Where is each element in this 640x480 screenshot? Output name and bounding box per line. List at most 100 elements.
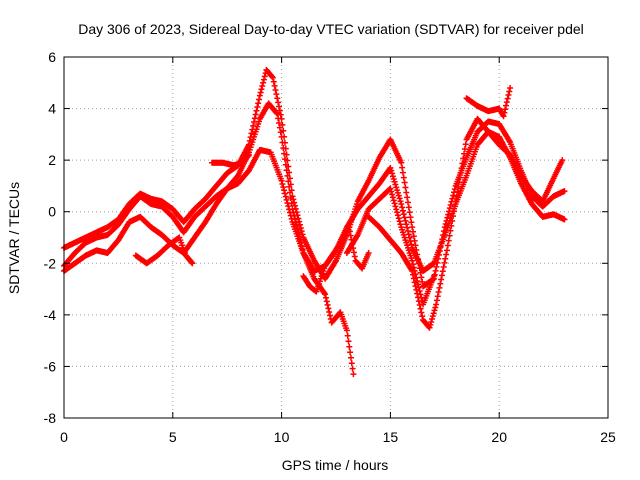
data-point (397, 198, 404, 205)
data-point (404, 227, 411, 234)
data-point (417, 305, 424, 312)
data-point (393, 206, 400, 213)
data-point (438, 272, 445, 279)
data-point (453, 193, 460, 200)
data-point (275, 99, 282, 106)
data-point (409, 228, 416, 235)
data-point (326, 308, 333, 315)
data-point (298, 243, 305, 250)
data-point (436, 284, 443, 291)
data-point (245, 152, 252, 159)
x-tick-label: 10 (274, 429, 290, 445)
data-point (390, 175, 397, 182)
data-point (394, 209, 401, 216)
data-point (258, 86, 265, 93)
data-point (346, 224, 353, 231)
data-point (444, 242, 451, 249)
data-point (253, 107, 260, 114)
data-point (343, 327, 350, 334)
data-point (273, 109, 280, 116)
data-point (403, 189, 410, 196)
data-point (396, 218, 403, 225)
data-point (392, 181, 399, 188)
data-point (259, 83, 266, 90)
data-point (324, 301, 331, 308)
data-point (256, 96, 263, 103)
data-point (347, 232, 354, 239)
data-point (291, 216, 298, 223)
data-point (413, 246, 420, 253)
data-point (402, 217, 409, 224)
data-point (410, 233, 417, 240)
plot-border (63, 56, 609, 419)
data-point (287, 195, 294, 202)
data-point (189, 260, 196, 267)
data-point (295, 215, 302, 222)
data-point (444, 214, 451, 221)
data-point (281, 190, 288, 197)
data-point (281, 187, 288, 194)
data-point (456, 174, 463, 181)
data-point (460, 155, 467, 162)
data-point (443, 217, 450, 224)
data-point (418, 274, 425, 281)
data-point (443, 247, 450, 254)
data-point (438, 240, 445, 247)
data-point (252, 111, 259, 118)
data-point (389, 173, 396, 180)
data-point (276, 124, 283, 131)
data-point (436, 247, 443, 254)
data-point (256, 92, 263, 99)
data-point (286, 189, 293, 196)
data-point (275, 115, 282, 122)
x-tick-label: 5 (169, 429, 177, 445)
data-point (454, 188, 461, 195)
data-point (449, 195, 456, 202)
data-point (283, 167, 290, 174)
data-point (506, 88, 513, 95)
data-point (273, 91, 280, 98)
data-point (433, 263, 440, 270)
data-point (285, 203, 292, 210)
data-point (297, 224, 304, 231)
data-point (433, 301, 440, 308)
data-point (322, 291, 329, 298)
y-tick-label: 0 (48, 204, 56, 220)
data-point (284, 172, 291, 179)
data-point (291, 212, 298, 219)
data-point (394, 189, 401, 196)
data-point (559, 157, 566, 164)
data-point (254, 103, 261, 110)
data-point (417, 269, 424, 276)
data-point (279, 139, 286, 146)
data-point (414, 277, 421, 284)
data-point (348, 360, 355, 367)
data-point (351, 253, 358, 260)
data-point (428, 318, 435, 325)
data-point (248, 130, 255, 137)
data-point (275, 103, 282, 110)
data-point (282, 161, 289, 168)
data-point (408, 241, 415, 248)
data-point (321, 290, 328, 297)
data-point (447, 201, 454, 208)
data-point (440, 228, 447, 235)
data-points (61, 66, 568, 378)
data-point (456, 179, 463, 186)
data-point (277, 129, 284, 136)
data-point (426, 324, 433, 331)
data-point (323, 298, 330, 305)
y-tick-label: -8 (44, 410, 57, 426)
data-point (438, 276, 445, 283)
data-point (451, 203, 458, 210)
data-point (410, 264, 417, 271)
data-point (281, 156, 288, 163)
data-point (415, 281, 422, 288)
data-point (430, 310, 437, 317)
data-point (458, 165, 465, 172)
data-point (350, 371, 357, 378)
data-point (296, 218, 303, 225)
data-point (298, 228, 305, 235)
data-point (399, 207, 406, 214)
